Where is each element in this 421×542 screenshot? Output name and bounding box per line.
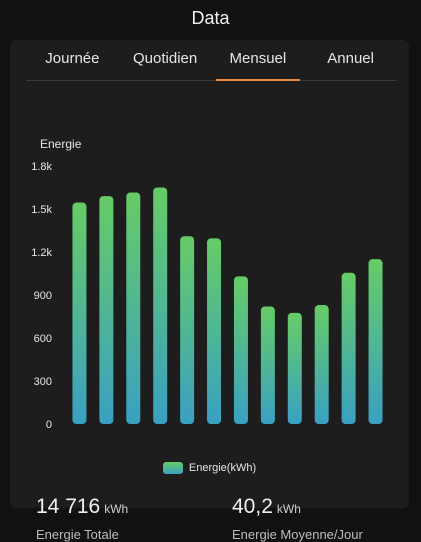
bar-12[interactable] <box>126 192 141 424</box>
y-tick-label: 600 <box>34 333 52 345</box>
period-tabs: Journée Quotidien Mensuel Annuel <box>26 44 397 81</box>
bar-07[interactable] <box>314 305 329 424</box>
data-card: Journée Quotidien Mensuel Annuel Energie… <box>10 40 409 542</box>
total-energy-stat: 14 716 kWh Energie Totale <box>36 495 128 542</box>
bar-10[interactable] <box>72 202 87 424</box>
chart-legend[interactable]: Energie(kWh) <box>10 462 409 474</box>
y-tick-label: 1.2k <box>31 247 52 259</box>
tab-quotidien[interactable]: Quotidien <box>133 50 198 67</box>
average-energy-value: 40,2 <box>232 495 273 518</box>
total-energy-value: 14 716 <box>36 495 101 518</box>
average-energy-stat: 40,2 kWh Energie Moyenne/Jour <box>232 495 363 542</box>
y-tick-label: 1.5k <box>31 204 52 216</box>
tab-annuel[interactable]: Annuel <box>327 50 374 67</box>
y-tick-label: 1.8k <box>31 161 52 173</box>
total-energy-label: Energie Totale <box>36 527 119 542</box>
bar-11[interactable] <box>99 196 114 424</box>
legend-swatch <box>162 462 183 474</box>
legend-label: Energie(kWh) <box>188 462 257 474</box>
average-energy-unit: kWh <box>276 502 301 516</box>
y-tick-label: 0 <box>46 419 52 430</box>
page-title: Data <box>191 8 230 28</box>
bar-08[interactable] <box>341 272 356 424</box>
tab-mensuel[interactable]: Mensuel <box>212 44 305 81</box>
bar-05[interactable] <box>260 306 275 424</box>
average-energy-label: Energie Moyenne/Jour <box>232 527 363 542</box>
tab-journee[interactable]: Journée <box>45 50 100 67</box>
total-energy-unit: kWh <box>104 502 129 516</box>
bar-09[interactable] <box>368 259 383 424</box>
y-tick-label: 300 <box>34 376 52 388</box>
y-axis-title: Energie <box>40 137 82 151</box>
bar-01[interactable] <box>153 187 168 425</box>
bar-06[interactable] <box>287 312 302 424</box>
bar-02[interactable] <box>180 236 195 424</box>
bar-03[interactable] <box>207 238 222 424</box>
bar-04[interactable] <box>233 276 248 424</box>
y-tick-label: 900 <box>34 290 52 302</box>
